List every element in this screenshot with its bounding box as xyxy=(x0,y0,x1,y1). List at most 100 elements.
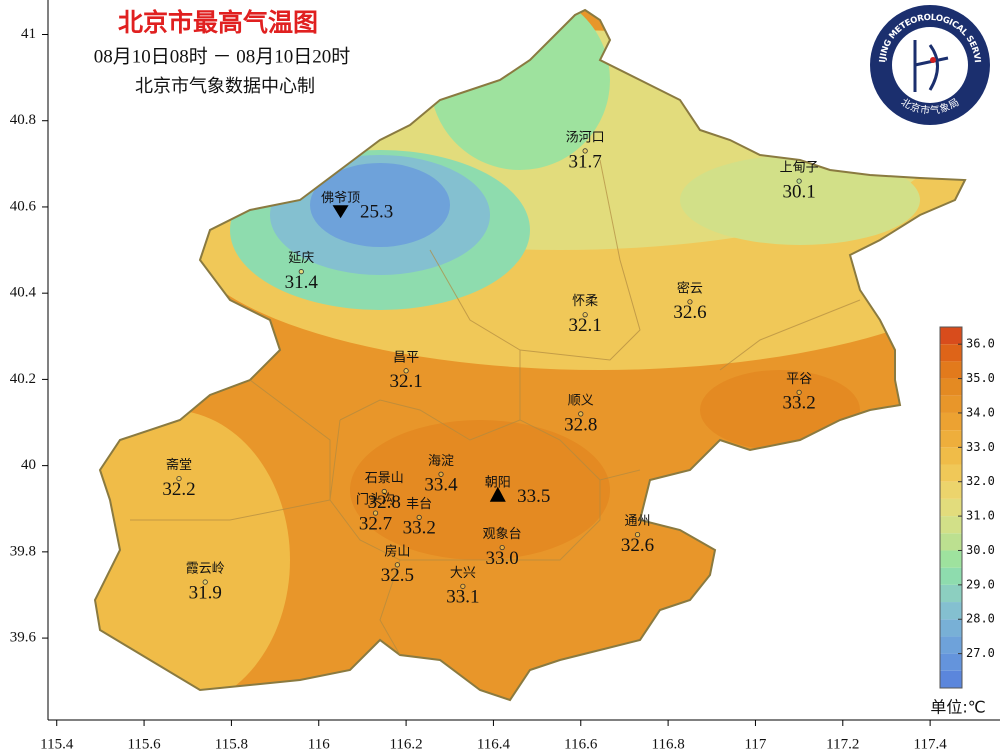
station-name: 观象台 xyxy=(483,527,522,542)
station-dot xyxy=(460,583,466,589)
station-value: 32.1 xyxy=(569,315,602,336)
colorbar-tick-label: 30.0 xyxy=(966,543,995,557)
station-name: 丰台 xyxy=(406,497,432,512)
station-dot xyxy=(298,269,304,275)
x-tick-label: 116.8 xyxy=(652,736,685,752)
station-value: 30.1 xyxy=(782,181,815,202)
station-value: 32.8 xyxy=(368,492,401,513)
station-value: 32.6 xyxy=(673,302,706,323)
colorbar-swatch xyxy=(940,430,962,448)
colorbar-tick-label: 36.0 xyxy=(966,337,995,351)
station-dot xyxy=(582,148,588,154)
station-dot xyxy=(394,562,400,568)
colorbar-tick-label: 35.0 xyxy=(966,371,995,385)
logo-inner xyxy=(892,27,968,103)
x-tick-label: 115.6 xyxy=(127,736,161,752)
colorbar-swatch xyxy=(940,602,962,620)
station-name: 斋堂 xyxy=(166,457,192,473)
station-name: 顺义 xyxy=(568,393,594,408)
y-tick-label: 40.2 xyxy=(10,371,36,387)
station-name: 海淀 xyxy=(428,454,454,469)
colorbar-swatch xyxy=(940,498,962,517)
station-name: 上甸子 xyxy=(780,161,819,176)
max-marker xyxy=(489,486,506,502)
station-name: 延庆 xyxy=(288,251,314,266)
station-dot xyxy=(634,532,641,538)
station-dot xyxy=(403,368,409,374)
colorbar-swatch xyxy=(940,378,962,396)
station-value: 33.1 xyxy=(446,587,479,608)
station-name: 大兴 xyxy=(450,566,476,581)
x-tick-label: 117.2 xyxy=(826,736,859,752)
station-value: 32.2 xyxy=(162,479,195,500)
x-tick-label: 115.8 xyxy=(215,736,248,752)
colorbar-tick-label: 32.0 xyxy=(966,474,995,488)
station-name: 佛爷顶 xyxy=(321,191,360,206)
station-value: 33.2 xyxy=(782,393,815,414)
x-tick-label: 117.4 xyxy=(914,736,948,752)
colorbar-swatch xyxy=(940,670,962,688)
colorbar-swatch xyxy=(940,636,962,654)
station-value: 31.7 xyxy=(569,151,602,172)
station-name: 汤河口 xyxy=(566,130,605,145)
station-value: 32.6 xyxy=(621,535,654,556)
station-dot xyxy=(499,544,505,551)
station-dot xyxy=(687,299,693,305)
x-tick-label: 116.4 xyxy=(477,736,511,752)
colorbar-swatch xyxy=(940,344,962,362)
y-tick-label: 40.6 xyxy=(10,198,37,214)
y-tick-label: 40.4 xyxy=(10,285,37,301)
colorbar-swatch xyxy=(940,584,962,603)
colorbar-swatch xyxy=(940,447,962,465)
station-name: 怀柔 xyxy=(572,294,598,309)
station-dot xyxy=(176,475,182,482)
station-value: 32.7 xyxy=(359,513,392,534)
station-dot xyxy=(796,389,802,395)
station-value: 33.0 xyxy=(486,548,519,569)
station-name: 朝阳 xyxy=(485,475,511,490)
logo-dot xyxy=(930,57,936,63)
unit-label: 单位:℃ xyxy=(930,698,985,717)
x-tick-label: 115.4 xyxy=(40,736,74,752)
y-tick-label: 40 xyxy=(21,457,36,473)
station-dot xyxy=(796,178,802,184)
x-tick-label: 116.2 xyxy=(389,736,422,752)
station-value: 33.2 xyxy=(403,518,436,539)
min-marker xyxy=(332,205,349,219)
time-range: 08月10日08时 － 08月10日20时 xyxy=(94,45,351,67)
colorbar-swatch xyxy=(940,653,962,671)
station-dot xyxy=(582,312,588,318)
station-name: 昌平 xyxy=(393,350,419,365)
colorbar-frame xyxy=(939,326,963,689)
x-tick-label: 116.6 xyxy=(564,736,598,752)
colorbar-tick-label: 29.0 xyxy=(966,577,995,591)
colorbar-swatch xyxy=(940,533,962,551)
station-dot xyxy=(416,514,422,520)
station-name: 通州 xyxy=(625,514,651,529)
station-value: 32.1 xyxy=(389,371,422,392)
district-borders xyxy=(130,159,861,656)
colorbar-swatch xyxy=(940,412,962,431)
station-name: 霞云岭 xyxy=(186,562,225,577)
y-tick-label: 41 xyxy=(21,26,36,42)
colorbar-swatch xyxy=(940,395,962,413)
x-tick-label: 116 xyxy=(308,736,330,752)
colorbar-swatch xyxy=(940,567,962,585)
station-value: 33.5 xyxy=(517,486,550,507)
colorbar-swatch xyxy=(940,361,962,379)
colorbar-swatch xyxy=(940,464,962,482)
station-value: 32.8 xyxy=(564,414,597,435)
station-name: 门头沟 xyxy=(356,493,395,508)
y-tick-label: 39.8 xyxy=(10,543,36,559)
colorbar-swatch xyxy=(940,516,962,534)
station-value: 25.3 xyxy=(360,202,393,223)
x-tick-label: 117 xyxy=(744,736,766,752)
map-title: 北京市最高气温图 xyxy=(118,8,318,37)
colorbar-swatch xyxy=(940,550,962,568)
colorbar-tick-label: 28.0 xyxy=(966,612,995,626)
colorbar-swatch xyxy=(940,327,962,345)
station-name: 平谷 xyxy=(786,372,812,387)
station-name: 密云 xyxy=(677,280,703,296)
